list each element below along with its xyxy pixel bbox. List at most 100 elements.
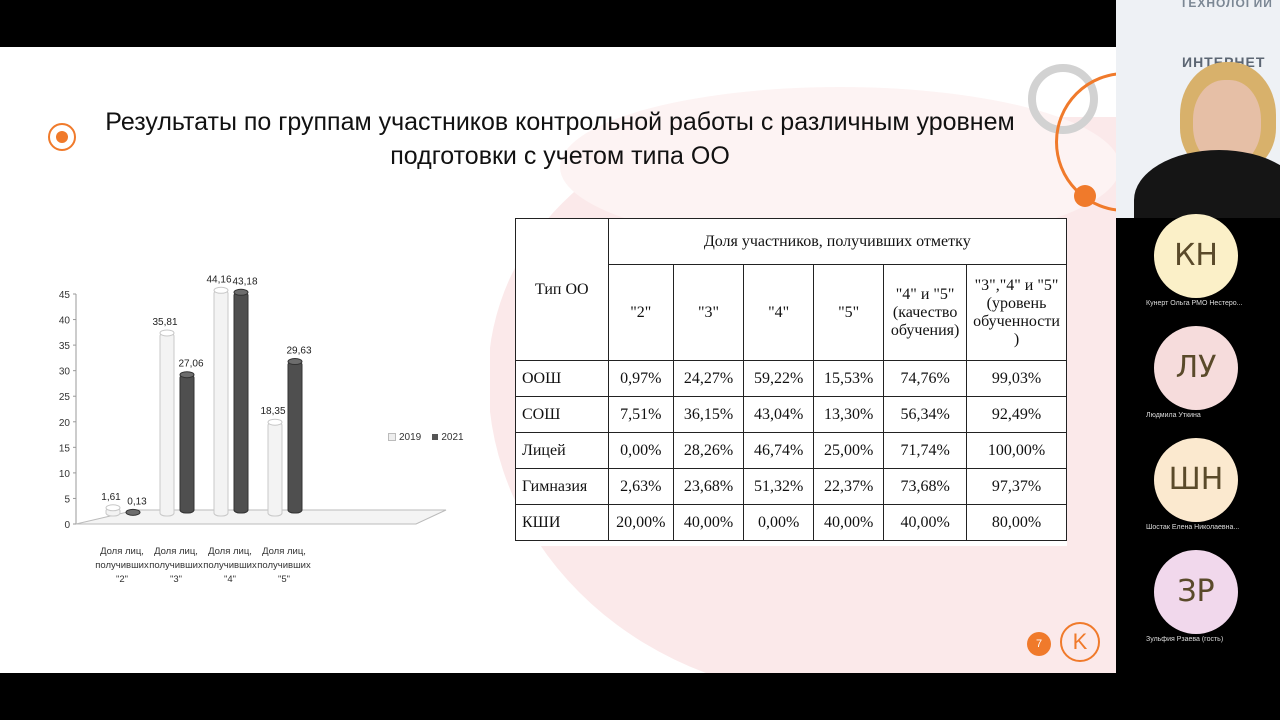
column-header: "3" [673, 264, 745, 361]
data-label: 1,61 [101, 492, 121, 503]
bar-top [179, 371, 195, 379]
table-row: Гимназия 2,63% 23,68% 51,32% 22,37% 73,68% 97,… [515, 468, 1067, 505]
page-number: 7 [1027, 632, 1051, 656]
y-tick-label: 5 [64, 494, 70, 505]
participant-tile[interactable]: ЗР Зульфия Рзаева (гость) [1116, 550, 1280, 660]
participant-avatar: ЗР [1154, 550, 1238, 634]
participants-panel: ТЕХНОЛОГИИ ИНТЕРНЕТ V КН Кунерт Ольга РМО… [1116, 0, 1280, 720]
table-cell: 36,15% [673, 396, 745, 433]
x-tick-label: Доля лиц, [262, 546, 306, 557]
data-label: 18,35 [260, 406, 285, 417]
table-cell: 0,97% [607, 360, 675, 397]
table-cell: 25,00% [813, 432, 885, 469]
table-cell: 51,32% [743, 468, 815, 505]
decor-dot-orange [1074, 185, 1096, 207]
table-cell: 20,00% [607, 504, 675, 541]
table-row: СОШ 7,51% 36,15% 43,04% 13,30% 56,34% 92,49% [515, 396, 1067, 433]
x-tick-label: получивших [149, 560, 203, 571]
participant-name: Шостак Елена Николаевна... [1146, 524, 1240, 531]
x-tick-label: "4" [224, 574, 236, 585]
x-tick-label: Доля лиц, [208, 546, 252, 557]
participant-avatar: ЛУ [1154, 326, 1238, 410]
table-cell: 40,00% [883, 504, 968, 541]
bar [159, 332, 175, 517]
legend-label-2019: 2019 [399, 432, 422, 443]
table-cell: 80,00% [966, 504, 1067, 541]
participant-tile[interactable]: ШН Шостак Елена Николаевна... [1116, 438, 1280, 548]
legend-swatch-2019 [388, 433, 396, 442]
row-label: Гимназия [515, 468, 609, 505]
data-label: 43,18 [232, 276, 257, 287]
x-tick-label: "5" [278, 574, 290, 585]
table-cell: 13,30% [813, 396, 885, 433]
table-cell: 56,34% [883, 396, 968, 433]
participant-tile[interactable]: КН Кунерт Ольга РМО Нестеро... [1116, 214, 1280, 324]
x-tick-label: получивших [95, 560, 149, 571]
bar [233, 291, 249, 514]
participant-name: Людмила Уткина [1146, 412, 1201, 419]
table-cell: 73,68% [883, 468, 968, 505]
table-cell: 74,76% [883, 360, 968, 397]
brand-logo: K [1060, 622, 1100, 662]
participant-tile[interactable]: ЛУ Людмила Уткина [1116, 326, 1280, 436]
column-header: "2" [607, 264, 675, 361]
y-tick-label: 10 [59, 469, 71, 480]
table-cell: 22,37% [813, 468, 885, 505]
table-cell: 99,03% [966, 360, 1067, 397]
participant-avatar: ШН [1154, 438, 1238, 522]
column-header: "3","4" и "5" (уровень обученности ) [966, 264, 1067, 361]
participant-name: Зульфия Рзаева (гость) [1146, 636, 1224, 643]
y-tick-label: 0 [64, 520, 70, 531]
bar [213, 289, 229, 517]
table-cell: 43,04% [743, 396, 815, 433]
table-cell: 2,63% [607, 468, 675, 505]
table-cell: 23,68% [673, 468, 745, 505]
y-tick-label: 30 [59, 367, 71, 378]
table-cell: 97,37% [966, 468, 1067, 505]
column-header-row: "2" "3" "4" "5" "4" и "5" (качество обучения… [516, 264, 1067, 361]
speaker-video[interactable]: ТЕХНОЛОГИИ ИНТЕРНЕТ V [1116, 0, 1280, 218]
presentation-slide: Результаты по группам участников контрол… [0, 47, 1116, 673]
table-cell: 7,51% [607, 396, 675, 433]
column-header: "5" [813, 264, 885, 361]
bar [287, 361, 303, 514]
table-cell: 40,00% [673, 504, 745, 541]
table-cell: 92,49% [966, 396, 1067, 433]
bar-top [233, 288, 249, 296]
table-cell: 24,27% [673, 360, 745, 397]
bar-top [105, 504, 121, 512]
y-tick-label: 40 [59, 316, 71, 327]
row-label: ООШ [515, 360, 609, 397]
bar-top [213, 286, 229, 294]
table-cell: 100,00% [966, 432, 1067, 469]
data-label: 0,13 [127, 496, 147, 507]
y-tick-label: 15 [59, 443, 71, 454]
data-label: 35,81 [152, 317, 177, 328]
table-cell: 0,00% [743, 504, 815, 541]
bar-chart: 0 5 10 15 20 25 30 35 40 45 1,61 0,13 Доля лиц, получ… [46, 192, 490, 672]
bar-top [267, 418, 283, 426]
table-cell: 40,00% [813, 504, 885, 541]
table-cell: 59,22% [743, 360, 815, 397]
bar [179, 374, 195, 514]
x-tick-label: Доля лиц, [100, 546, 144, 557]
table-body: ООШ 0,97% 24,27% 59,22% 15,53% 74,76% 99,03% СО… [515, 360, 1067, 541]
results-table: Тип ОО Доля участников, получивших отмет… [515, 218, 1068, 541]
chart-svg: 0 5 10 15 20 25 30 35 40 45 1,61 0,13 Доля лиц, получ… [59, 274, 447, 585]
y-tick-label: 20 [59, 418, 71, 429]
participant-name: Кунерт Ольга РМО Нестеро... [1146, 300, 1243, 307]
row-label: Лицей [515, 432, 609, 469]
results-table-wrap: Тип ОО Доля участников, получивших отмет… [515, 218, 1068, 546]
wall-text-1: ТЕХНОЛОГИИ [1180, 0, 1273, 10]
x-tick-label: получивших [257, 560, 311, 571]
table-cell: 46,74% [743, 432, 815, 469]
title-bullet-icon [48, 123, 76, 151]
group-header: Доля участников, получивших отметку [607, 218, 1068, 265]
y-tick-label: 35 [59, 341, 71, 352]
table-row: КШИ 20,00% 40,00% 0,00% 40,00% 40,00% 80,00% [515, 504, 1067, 541]
col-type-header: Тип ОО [515, 218, 609, 361]
table-cell: 15,53% [813, 360, 885, 397]
bar-top [287, 358, 303, 366]
table-cell: 0,00% [607, 432, 675, 469]
bar [267, 421, 283, 517]
